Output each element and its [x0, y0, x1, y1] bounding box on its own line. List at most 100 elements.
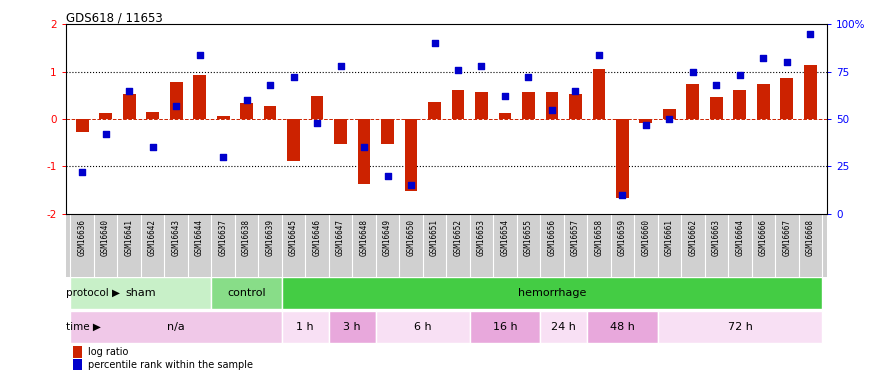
Bar: [381, 119, 394, 144]
Bar: [193, 75, 206, 119]
Bar: [616, 119, 629, 198]
Text: GSM16647: GSM16647: [336, 219, 345, 256]
Point: [592, 52, 606, 58]
Point: [522, 74, 536, 80]
Text: percentile rank within the sample: percentile rank within the sample: [88, 360, 253, 370]
Point: [451, 67, 465, 73]
Bar: [780, 78, 794, 119]
Text: 48 h: 48 h: [610, 322, 635, 332]
Text: protocol ▶: protocol ▶: [66, 288, 120, 298]
Point: [803, 31, 817, 37]
Bar: [75, 119, 88, 132]
Text: GSM16638: GSM16638: [242, 219, 251, 256]
FancyBboxPatch shape: [70, 278, 211, 309]
Bar: [545, 92, 558, 119]
Text: 6 h: 6 h: [414, 322, 431, 332]
Bar: [499, 113, 512, 119]
Text: GSM16668: GSM16668: [806, 219, 815, 256]
Text: control: control: [228, 288, 266, 298]
Point: [662, 116, 676, 122]
FancyBboxPatch shape: [375, 311, 470, 343]
Bar: [73, 346, 82, 358]
Bar: [123, 94, 136, 119]
Bar: [263, 106, 276, 119]
Text: 24 h: 24 h: [551, 322, 576, 332]
Point: [404, 182, 418, 188]
Text: GSM16652: GSM16652: [453, 219, 463, 256]
Point: [498, 93, 512, 99]
Bar: [287, 119, 300, 160]
Text: GSM16642: GSM16642: [148, 219, 157, 256]
Point: [310, 120, 324, 126]
Text: GSM16653: GSM16653: [477, 219, 486, 256]
Text: sham: sham: [125, 288, 156, 298]
Text: GSM16637: GSM16637: [219, 219, 228, 256]
Text: GSM16666: GSM16666: [759, 219, 768, 256]
FancyBboxPatch shape: [70, 311, 282, 343]
Bar: [358, 119, 370, 184]
Point: [569, 88, 583, 94]
Text: GSM16659: GSM16659: [618, 219, 627, 256]
Point: [216, 154, 230, 160]
Text: GSM16643: GSM16643: [172, 219, 180, 256]
Text: GSM16661: GSM16661: [665, 219, 674, 256]
Text: GSM16649: GSM16649: [383, 219, 392, 256]
Point: [686, 69, 700, 75]
Bar: [592, 69, 605, 119]
FancyBboxPatch shape: [540, 311, 587, 343]
Bar: [334, 119, 347, 144]
Point: [710, 82, 724, 88]
Text: log ratio: log ratio: [88, 348, 129, 357]
Text: GSM16655: GSM16655: [524, 219, 533, 256]
Text: GSM16662: GSM16662: [689, 219, 697, 256]
Bar: [170, 82, 183, 119]
FancyBboxPatch shape: [470, 311, 540, 343]
Bar: [428, 102, 441, 119]
FancyBboxPatch shape: [658, 311, 822, 343]
Point: [263, 82, 277, 88]
FancyBboxPatch shape: [282, 311, 329, 343]
Bar: [217, 116, 229, 119]
Bar: [640, 119, 653, 123]
Point: [145, 144, 159, 150]
Text: 72 h: 72 h: [727, 322, 752, 332]
Text: GSM16639: GSM16639: [265, 219, 275, 256]
Point: [123, 88, 136, 94]
Point: [639, 122, 653, 128]
Bar: [475, 92, 488, 119]
Text: GSM16664: GSM16664: [736, 219, 745, 256]
FancyBboxPatch shape: [211, 278, 282, 309]
Point: [169, 103, 183, 109]
Point: [75, 169, 89, 175]
Point: [428, 40, 442, 46]
Bar: [99, 113, 112, 119]
Text: GSM16648: GSM16648: [360, 219, 368, 256]
Text: GSM16640: GSM16640: [102, 219, 110, 256]
Bar: [687, 84, 699, 119]
Text: n/a: n/a: [167, 322, 185, 332]
Text: GSM16650: GSM16650: [407, 219, 416, 256]
FancyBboxPatch shape: [329, 311, 375, 343]
Bar: [452, 90, 465, 119]
Point: [545, 106, 559, 112]
Bar: [569, 94, 582, 119]
Text: GSM16646: GSM16646: [312, 219, 321, 256]
Bar: [710, 97, 723, 119]
Text: GSM16663: GSM16663: [712, 219, 721, 256]
FancyBboxPatch shape: [282, 278, 822, 309]
Bar: [757, 84, 770, 119]
FancyBboxPatch shape: [587, 311, 658, 343]
Point: [357, 144, 371, 150]
Point: [286, 74, 300, 80]
Text: GSM16667: GSM16667: [782, 219, 791, 256]
Point: [615, 192, 629, 198]
Bar: [522, 92, 535, 119]
Text: GSM16656: GSM16656: [548, 219, 556, 256]
Point: [192, 52, 206, 58]
Text: GSM16644: GSM16644: [195, 219, 204, 256]
Text: GSM16660: GSM16660: [641, 219, 650, 256]
Text: 3 h: 3 h: [344, 322, 361, 332]
Bar: [404, 119, 417, 191]
Text: GSM16658: GSM16658: [594, 219, 604, 256]
Text: GSM16654: GSM16654: [500, 219, 509, 256]
